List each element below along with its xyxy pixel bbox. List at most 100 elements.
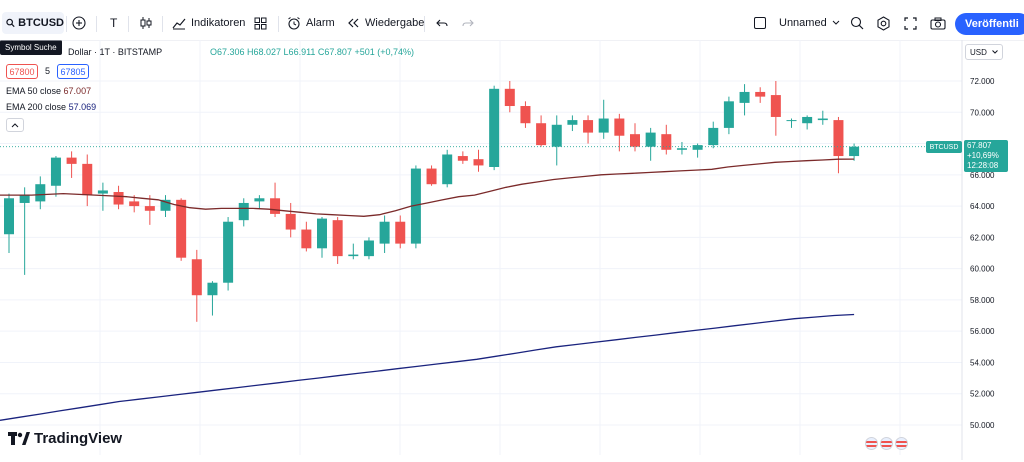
candle-body	[207, 282, 218, 296]
price-tick-label: 66.000	[970, 171, 995, 180]
candle-body	[191, 259, 202, 296]
us-flag-icon[interactable]	[895, 437, 908, 450]
price-tick-label: 54.000	[970, 358, 995, 367]
snapshot-button[interactable]	[930, 8, 946, 38]
candle-body	[113, 192, 124, 205]
candle-body	[755, 91, 766, 97]
candle-body	[97, 190, 108, 194]
price-tick-label: 50.000	[970, 421, 995, 430]
toolbar-divider	[424, 16, 425, 32]
price-chart[interactable]: 72.00070.00068.00066.00064.00062.00060.0…	[0, 40, 1024, 460]
candle-body	[770, 95, 781, 117]
currency-selector[interactable]: USD	[965, 44, 1003, 60]
economic-events[interactable]	[865, 437, 908, 450]
layout-name: Unnamed	[779, 17, 827, 29]
candle-body	[645, 132, 656, 147]
plus-circle-icon	[72, 16, 86, 30]
candle-body	[489, 88, 500, 167]
candle-body	[630, 134, 640, 147]
price-tick-label: 64.000	[970, 202, 995, 211]
fullscreen-button[interactable]	[904, 8, 917, 38]
collapse-legend-button[interactable]	[6, 118, 24, 132]
toolbar-divider	[128, 16, 129, 32]
settings-button[interactable]	[876, 8, 891, 38]
candle-body	[317, 218, 327, 249]
candle-body	[614, 118, 625, 136]
undo-button[interactable]	[436, 8, 448, 38]
candle-body	[254, 198, 265, 202]
alarm-button[interactable]: Alarm	[287, 8, 335, 38]
candle-body	[129, 201, 140, 207]
ema50-legend[interactable]: EMA 50 close 67.007	[6, 86, 91, 96]
camera-icon	[930, 17, 946, 30]
candle-body	[457, 156, 468, 161]
tradingview-logo[interactable]: TradingView	[8, 430, 122, 447]
current-price: 67.807	[967, 141, 992, 150]
ema50-value: 67.007	[63, 86, 92, 96]
candle-body	[223, 221, 234, 283]
candle-body	[301, 229, 312, 249]
layouts-button[interactable]	[254, 8, 267, 38]
candle-body	[270, 198, 281, 214]
candle-body	[144, 206, 155, 211]
chart-type-button[interactable]	[140, 8, 152, 38]
text-tool-label: T	[110, 16, 118, 30]
bar-countdown: 12:28:08	[967, 161, 999, 170]
candle-body	[583, 120, 594, 133]
indicators-icon	[172, 18, 186, 30]
price-tick-label: 72.000	[970, 77, 995, 86]
price-tick-label: 60.000	[970, 265, 995, 274]
candle-body	[692, 145, 703, 150]
candle-body	[4, 198, 14, 235]
candle-body	[802, 116, 813, 124]
undo-icon	[436, 19, 448, 27]
candle-body	[285, 213, 296, 230]
layout-name-button[interactable]: Unnamed	[754, 8, 840, 38]
candle-body	[442, 154, 453, 185]
candle-body	[708, 127, 719, 146]
candle-body	[395, 221, 406, 244]
candle-body	[504, 88, 515, 107]
price-tick-label: 56.000	[970, 327, 995, 336]
candle-body	[426, 168, 437, 185]
ema50-label: EMA 50 close	[6, 86, 62, 96]
quick-search-button[interactable]	[850, 8, 864, 38]
candle-body	[536, 123, 547, 146]
candle-body	[348, 254, 359, 257]
replay-button[interactable]: Wiedergabe	[346, 8, 424, 38]
toolbar-divider	[278, 16, 279, 32]
candle-body	[520, 106, 531, 124]
chevron-down-icon	[832, 20, 840, 25]
candle-body	[50, 157, 61, 186]
candle-body	[551, 124, 562, 147]
price-tick-label: 52.000	[970, 390, 995, 399]
toolbar-divider	[96, 16, 97, 32]
candle-body	[410, 168, 421, 244]
symbol-search-button[interactable]: BTCUSD	[2, 12, 64, 34]
us-flag-icon[interactable]	[880, 437, 893, 450]
candle-body	[363, 240, 374, 257]
sell-price-button[interactable]: 67800	[6, 64, 38, 79]
candle-body	[661, 134, 672, 150]
chart-legend-title[interactable]: Dollar · 1T · BITSTAMP	[68, 47, 163, 57]
chevron-down-icon	[992, 50, 998, 54]
text-tool-button[interactable]: T	[110, 8, 117, 38]
grid-icon	[254, 17, 267, 29]
ema50-line	[0, 158, 855, 217]
candle-body	[739, 91, 750, 103]
top-toolbar: T Indikatoren Alarm Wiedergabe Unnamed	[0, 8, 1024, 38]
compare-symbol-button[interactable]	[72, 8, 86, 38]
candle-body	[817, 118, 828, 121]
spread-value: 5	[45, 66, 51, 76]
replay-label: Wiedergabe	[365, 17, 425, 29]
redo-button[interactable]	[462, 8, 474, 38]
indicators-button[interactable]: Indikatoren	[172, 8, 245, 38]
candle-body	[849, 146, 860, 157]
candle-body	[238, 202, 249, 221]
publish-button[interactable]: Veröffentli	[955, 13, 1024, 35]
ema200-legend[interactable]: EMA 200 close 57.069	[6, 102, 96, 112]
indicators-label: Indikatoren	[191, 17, 246, 29]
us-flag-icon[interactable]	[865, 437, 878, 450]
candle-body	[332, 220, 343, 257]
buy-price-button[interactable]: 67805	[57, 64, 89, 79]
